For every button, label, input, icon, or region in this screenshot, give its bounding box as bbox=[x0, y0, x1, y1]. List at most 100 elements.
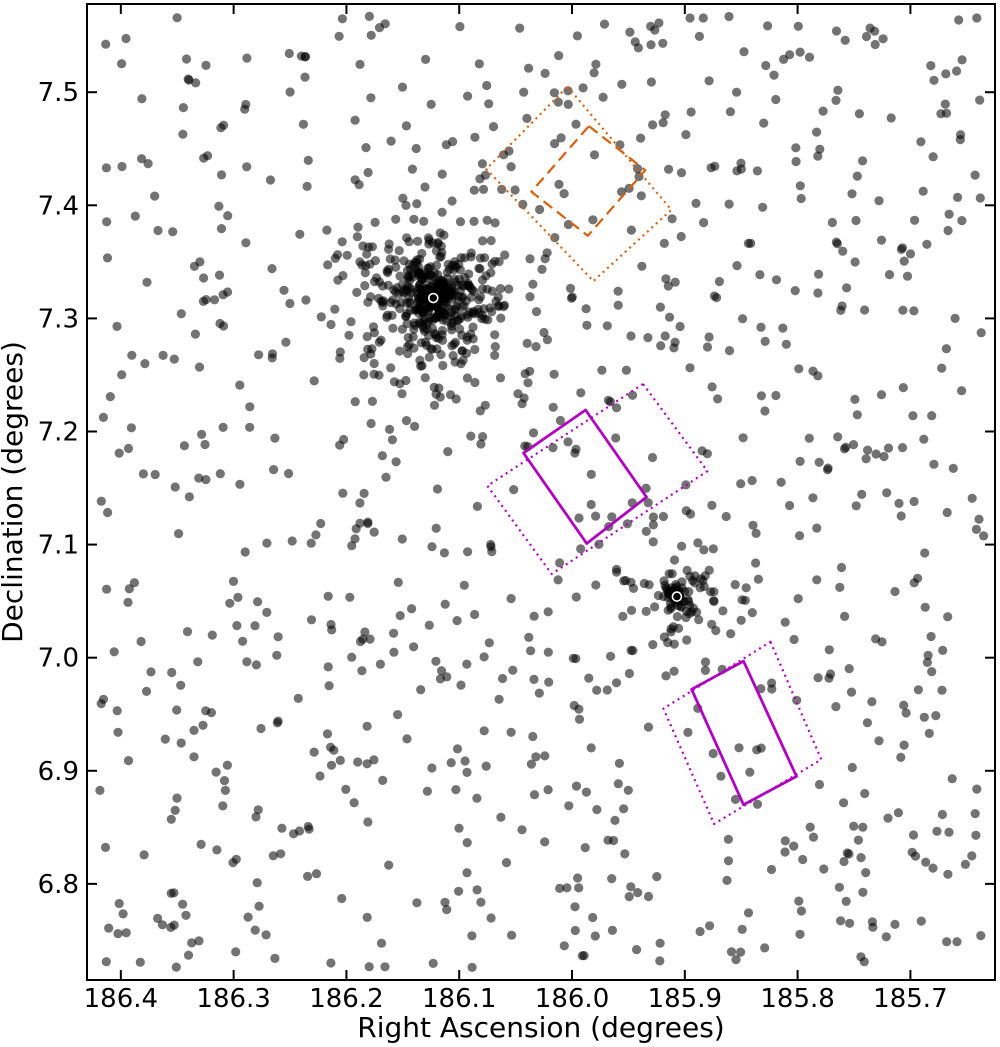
data-point bbox=[393, 710, 403, 720]
data-point bbox=[105, 392, 115, 402]
data-point bbox=[407, 164, 417, 174]
data-point bbox=[704, 332, 714, 342]
data-point bbox=[932, 826, 942, 836]
data-point bbox=[268, 851, 278, 861]
data-point bbox=[789, 841, 799, 851]
data-point bbox=[700, 657, 711, 667]
data-point bbox=[309, 376, 319, 386]
data-point bbox=[245, 402, 255, 412]
data-point bbox=[350, 397, 360, 407]
data-point bbox=[643, 333, 653, 343]
data-point bbox=[664, 164, 674, 174]
data-point bbox=[167, 667, 177, 678]
data-point bbox=[524, 632, 534, 643]
data-point bbox=[506, 162, 516, 172]
data-point bbox=[463, 312, 473, 322]
data-point bbox=[194, 473, 204, 483]
data-point bbox=[207, 630, 217, 640]
data-point bbox=[478, 184, 489, 194]
data-point bbox=[854, 109, 865, 119]
data-point bbox=[856, 952, 866, 962]
data-point bbox=[100, 842, 111, 853]
data-point bbox=[780, 847, 790, 857]
data-point bbox=[231, 947, 241, 957]
data-point bbox=[522, 338, 532, 348]
data-point bbox=[609, 835, 619, 846]
data-point bbox=[170, 805, 180, 816]
data-point bbox=[301, 295, 311, 305]
data-point bbox=[927, 411, 937, 421]
data-point bbox=[543, 647, 553, 657]
data-point bbox=[500, 250, 510, 260]
data-point bbox=[942, 937, 952, 947]
data-point bbox=[696, 574, 706, 584]
y-tick-label: 7.2 bbox=[38, 417, 79, 447]
data-point bbox=[543, 785, 553, 795]
data-point bbox=[304, 824, 314, 834]
data-point bbox=[736, 164, 747, 174]
data-point bbox=[922, 239, 932, 249]
data-point bbox=[354, 180, 364, 190]
data-point bbox=[732, 261, 742, 271]
data-point bbox=[443, 447, 453, 457]
data-point bbox=[529, 674, 539, 685]
data-point bbox=[350, 115, 360, 125]
data-point bbox=[661, 274, 671, 284]
data-point bbox=[555, 415, 566, 426]
data-point bbox=[384, 860, 394, 870]
data-point bbox=[402, 734, 412, 744]
data-point bbox=[179, 441, 189, 451]
data-point bbox=[409, 214, 419, 224]
x-tick-label: 186.4 bbox=[84, 984, 158, 1014]
data-points bbox=[95, 11, 989, 973]
data-point bbox=[102, 253, 113, 263]
data-point bbox=[397, 82, 408, 92]
data-point bbox=[581, 787, 592, 797]
data-point bbox=[709, 291, 720, 301]
data-point bbox=[123, 597, 133, 608]
data-point bbox=[851, 501, 861, 511]
data-point bbox=[241, 99, 251, 110]
data-point bbox=[272, 650, 282, 660]
data-point bbox=[323, 260, 333, 270]
data-point bbox=[391, 262, 401, 272]
data-point bbox=[791, 143, 801, 153]
data-point bbox=[570, 902, 580, 912]
data-point bbox=[646, 77, 657, 87]
data-point bbox=[284, 468, 294, 479]
data-point bbox=[953, 192, 963, 202]
data-point bbox=[591, 580, 601, 590]
data-point bbox=[270, 953, 280, 964]
data-point bbox=[529, 790, 540, 800]
data-point bbox=[468, 322, 478, 332]
y-axis-ticks: 6.8 6.9 7.0 7.1 7.2 7.3 7.4 7.5 bbox=[38, 78, 995, 900]
data-point bbox=[597, 365, 607, 375]
data-point bbox=[418, 290, 428, 300]
data-point bbox=[683, 727, 693, 738]
data-point bbox=[285, 87, 295, 97]
data-point bbox=[412, 199, 422, 209]
data-point bbox=[525, 254, 535, 264]
data-point bbox=[477, 275, 488, 285]
data-point bbox=[831, 95, 841, 105]
data-point bbox=[117, 161, 127, 172]
data-point bbox=[714, 276, 725, 287]
data-point bbox=[653, 590, 664, 601]
data-point bbox=[153, 913, 163, 924]
data-point bbox=[844, 849, 854, 859]
data-point bbox=[242, 657, 252, 667]
data-point bbox=[674, 623, 684, 634]
data-point bbox=[761, 60, 771, 71]
data-point bbox=[362, 332, 372, 342]
data-point bbox=[475, 253, 486, 263]
data-point bbox=[862, 718, 873, 728]
data-point bbox=[588, 215, 598, 225]
data-point bbox=[333, 250, 343, 260]
data-point bbox=[877, 637, 887, 647]
data-point bbox=[643, 891, 654, 902]
data-point bbox=[420, 373, 430, 383]
data-point bbox=[726, 629, 736, 639]
data-point bbox=[529, 611, 539, 621]
data-point bbox=[490, 330, 500, 340]
